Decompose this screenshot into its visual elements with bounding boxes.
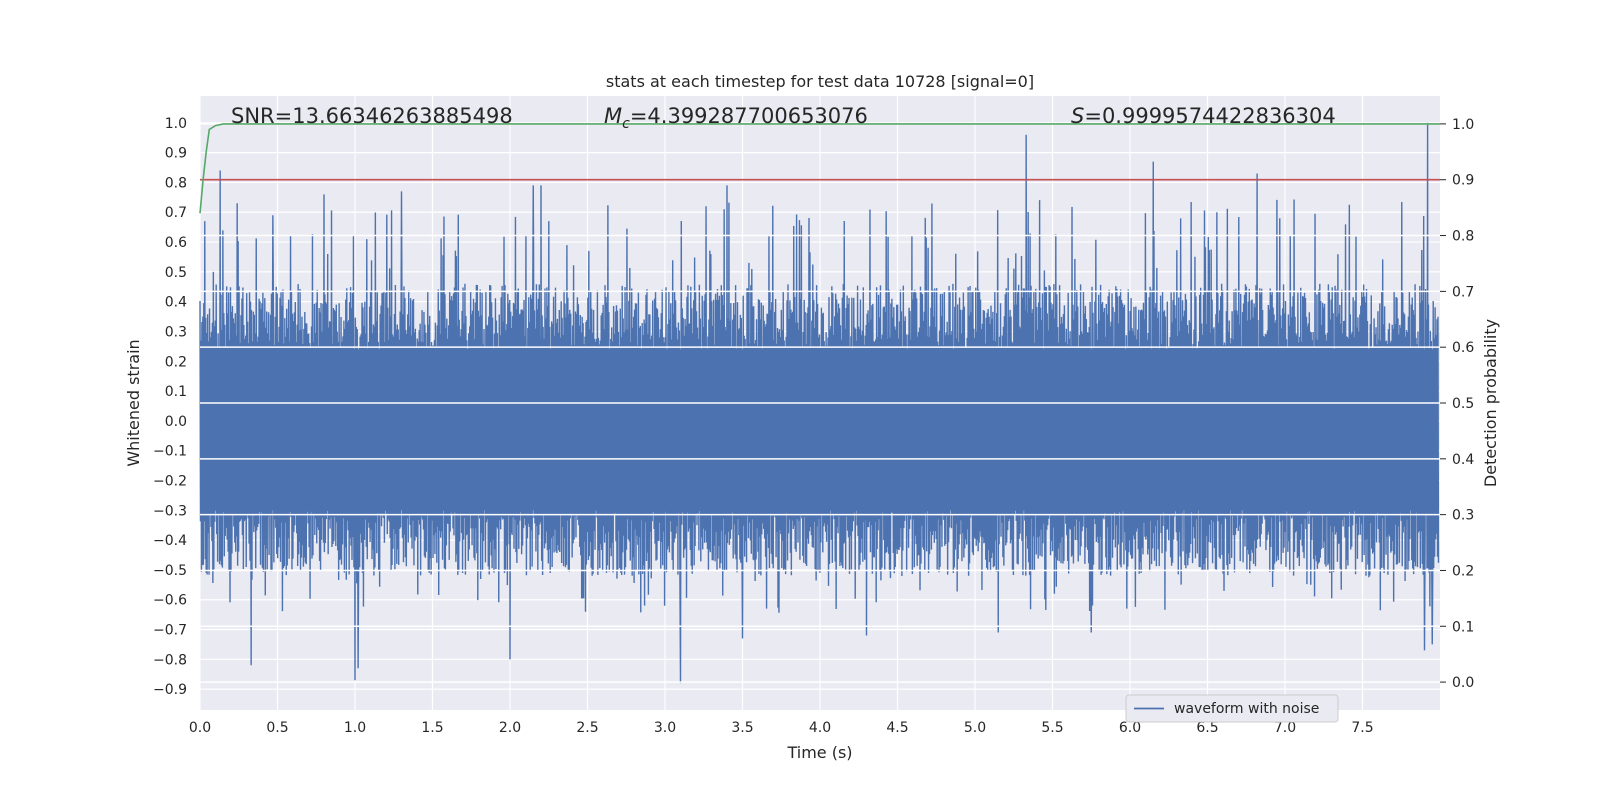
y2-tick-label: 0.0 (1452, 675, 1474, 691)
x-tick-label: 4.0 (809, 720, 831, 736)
significance-annotation: S=0.9999574422836304 (1071, 104, 1336, 128)
x-tick-label: 6.0 (1119, 720, 1141, 736)
x-tick-label: 7.5 (1351, 720, 1373, 736)
waveform-band (200, 349, 1439, 511)
x-tick-label: 2.0 (499, 720, 521, 736)
significance-value: =0.9999574422836304 (1084, 104, 1335, 128)
legend-label-waveform: waveform with noise (1174, 701, 1319, 717)
y-tick-label: −0.9 (153, 682, 187, 698)
y-tick-label: 0.0 (165, 414, 187, 430)
y2-axis-ticks: 1.0 0.9 0.8 0.7 0.6 0.5 0.4 0.3 0.2 0.1 0.0 (1440, 117, 1474, 691)
y-tick-label: −0.3 (153, 503, 187, 519)
y2-tick-label: 0.1 (1452, 619, 1474, 635)
y-tick-label: −0.5 (153, 563, 187, 579)
y-axis-label: Whitened strain (124, 339, 143, 466)
x-tick-label: 5.0 (964, 720, 986, 736)
x-tick-label: 3.0 (654, 720, 676, 736)
y-tick-label: −0.4 (153, 533, 187, 549)
y-tick-label: 0.4 (165, 295, 187, 311)
y-tick-label: 0.8 (165, 175, 187, 191)
y-tick-label: 0.5 (165, 265, 187, 281)
y-tick-label: 0.6 (165, 235, 187, 251)
y2-tick-label: 0.8 (1452, 229, 1474, 245)
chirp-mass-subscript: c (622, 116, 630, 132)
y2-tick-label: 0.7 (1452, 284, 1474, 300)
y-tick-label: −0.2 (153, 473, 187, 489)
x-axis-label: Time (s) (786, 743, 852, 762)
y2-tick-label: 0.6 (1452, 340, 1474, 356)
x-axis-ticks: 0.0 0.5 1.0 1.5 2.0 2.5 3.0 3.5 4.0 4.5 5.0 5.5 6.0 6… (189, 720, 1374, 736)
x-tick-label: 3.5 (731, 720, 753, 736)
y-tick-label: 0.1 (165, 384, 187, 400)
y2-tick-label: 0.3 (1452, 508, 1474, 524)
x-tick-label: 5.5 (1041, 720, 1063, 736)
y-tick-label: −0.6 (153, 593, 187, 609)
x-tick-label: 4.5 (886, 720, 908, 736)
significance-symbol: S (1071, 104, 1084, 128)
y-tick-label: −0.8 (153, 652, 187, 668)
y-tick-label: 0.3 (165, 324, 187, 340)
chirp-mass-annotation: Mc=4.399287700653076 (604, 104, 868, 132)
y-tick-label: −0.1 (153, 444, 187, 460)
y-tick-label: −0.7 (153, 623, 187, 639)
y2-tick-label: 0.2 (1452, 563, 1474, 579)
plot-area (199, 122, 1440, 684)
y2-tick-label: 0.9 (1452, 173, 1474, 189)
y-tick-label: 0.7 (165, 205, 187, 221)
y2-tick-label: 0.5 (1452, 396, 1474, 412)
y-tick-label: 0.2 (165, 354, 187, 370)
y2-axis-label: Detection probability (1481, 319, 1500, 487)
x-tick-label: 7.0 (1274, 720, 1296, 736)
chart-title: stats at each timestep for test data 107… (606, 72, 1034, 91)
x-tick-label: 6.5 (1196, 720, 1218, 736)
legend: waveform with noise (1125, 694, 1339, 723)
x-tick-label: 2.5 (576, 720, 598, 736)
y2-tick-label: 0.4 (1452, 452, 1474, 468)
chirp-mass-value: =4.399287700653076 (630, 104, 868, 128)
y-tick-label: 0.9 (165, 146, 187, 162)
y-axis-ticks: 1.0 0.9 0.8 0.7 0.6 0.5 0.4 0.3 0.2 0.1 0.0 −0.1 −0.… (153, 116, 187, 698)
x-tick-label: 0.5 (266, 720, 288, 736)
y2-tick-label: 1.0 (1452, 117, 1474, 133)
x-tick-label: 1.5 (421, 720, 443, 736)
x-tick-label: 0.0 (189, 720, 211, 736)
legend-box (1125, 694, 1339, 723)
series-line-probability (199, 123, 1440, 214)
x-tick-label: 1.0 (344, 720, 366, 736)
snr-annotation: SNR=13.66346263885498 (231, 104, 513, 128)
chirp-mass-symbol: M (604, 104, 622, 128)
y-tick-label: 1.0 (165, 116, 187, 132)
